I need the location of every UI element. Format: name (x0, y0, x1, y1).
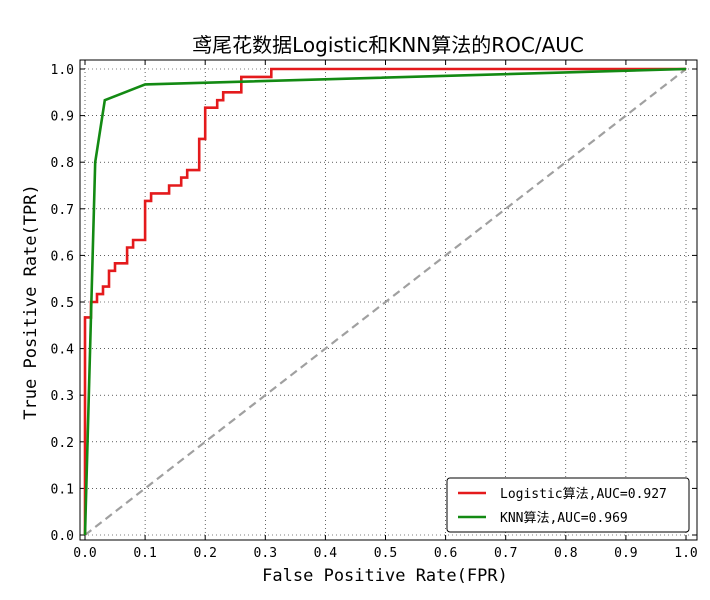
y-tick-label: 0.2 (51, 436, 74, 451)
plot-frame (79, 59, 698, 541)
y-tick-label: 0.6 (51, 249, 74, 264)
y-tick-label: 0.3 (51, 389, 74, 404)
y-tick-label: 0.1 (51, 482, 74, 497)
y-tick-label: 0.9 (51, 110, 74, 125)
series-lines (83, 67, 687, 536)
y-tick-label: 1.0 (51, 63, 74, 78)
x-axis-label: False Positive Rate(FPR) (262, 566, 508, 586)
legend: Logistic算法,AUC=0.927 KNN算法,AUC=0.969 (446, 477, 690, 533)
chart-title: 鸢尾花数据Logistic和KNN算法的ROC/AUC (192, 33, 584, 57)
x-tick-label: 0.9 (614, 546, 637, 561)
legend-knn-label: KNN算法,AUC=0.969 (500, 511, 628, 526)
x-tick-label: 0.6 (434, 546, 457, 561)
y-tick-label: 0.7 (51, 203, 74, 218)
y-tick-label: 0.5 (51, 296, 74, 311)
x-tick-label: 0.7 (494, 546, 517, 561)
y-tick-label: 0.4 (51, 343, 75, 358)
axis-ticks: 0.0 0.1 0.2 0.3 0.4 0.5 0.6 0.7 0.8 0.9 1.0 0.0 0.1 0… (51, 60, 698, 561)
y-tick-label: 0.0 (51, 529, 74, 544)
random-guess-line (84, 68, 687, 536)
x-tick-label: 0.2 (193, 546, 216, 561)
x-tick-label: 0.8 (554, 546, 577, 561)
x-tick-label: 0.1 (133, 546, 156, 561)
knn-roc-line (83, 67, 687, 536)
legend-logistic-label: Logistic算法,AUC=0.927 (500, 487, 667, 502)
x-tick-label: 1.0 (674, 546, 697, 561)
y-tick-label: 0.8 (51, 156, 74, 171)
logistic-roc-line (83, 67, 686, 535)
x-tick-label: 0.5 (374, 546, 397, 561)
x-tick-label: 0.0 (73, 546, 96, 561)
y-axis-label: True Positive Rate(TPR) (21, 184, 41, 419)
x-tick-label: 0.4 (314, 546, 338, 561)
x-tick-label: 0.3 (254, 546, 277, 561)
legend-box (446, 477, 690, 533)
